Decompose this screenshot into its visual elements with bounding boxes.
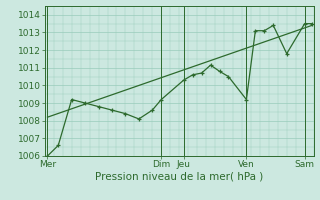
X-axis label: Pression niveau de la mer( hPa ): Pression niveau de la mer( hPa ) — [95, 172, 263, 182]
